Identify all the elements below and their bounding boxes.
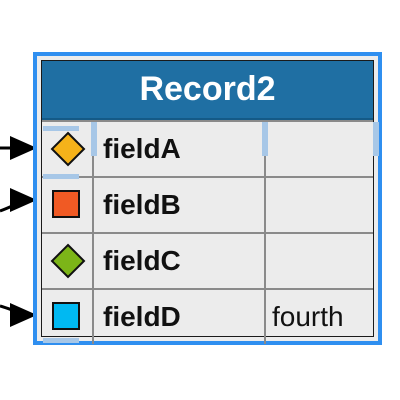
field-name: fieldC <box>103 245 181 276</box>
column-divider <box>264 178 266 232</box>
selection-handle[interactable] <box>43 126 79 131</box>
record-node[interactable]: Record2 fieldA fieldB <box>33 52 382 345</box>
field-name: fieldB <box>103 189 181 220</box>
field-icon-cell <box>42 234 94 288</box>
square-icon <box>52 190 80 218</box>
selection-handle[interactable] <box>43 174 79 179</box>
selection-handle[interactable] <box>262 122 268 156</box>
selection-handle[interactable] <box>91 122 97 156</box>
field-value: fourth <box>272 301 344 332</box>
record-title: Record2 <box>42 61 373 120</box>
selection-handle[interactable] <box>43 338 79 343</box>
field-name: fieldA <box>103 133 181 164</box>
column-divider <box>264 290 266 344</box>
record-frame <box>41 60 374 337</box>
field-name: fieldD <box>103 301 181 332</box>
field-row-fieldC[interactable]: fieldC <box>42 232 373 288</box>
field-row-fieldA[interactable]: fieldA <box>42 120 373 176</box>
square-icon <box>52 302 80 330</box>
diamond-icon <box>50 243 86 279</box>
field-row-fieldB[interactable]: fieldB <box>42 176 373 232</box>
link-to-fieldD[interactable] <box>0 302 37 327</box>
field-icon-cell <box>42 290 94 344</box>
field-row-fieldD[interactable]: fieldD fourth <box>42 288 373 344</box>
link-to-fieldB[interactable] <box>0 188 37 213</box>
selection-handle[interactable] <box>373 122 379 156</box>
field-icon-cell <box>42 178 94 232</box>
diamond-icon <box>50 131 86 167</box>
column-divider <box>264 234 266 288</box>
